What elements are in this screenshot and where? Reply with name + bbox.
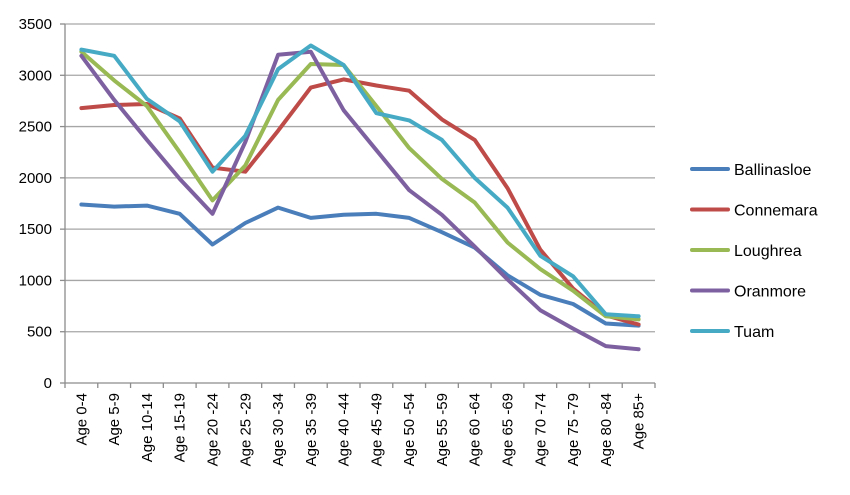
y-tick-label: 2500 xyxy=(19,119,52,136)
legend-label-ballinasloe: Ballinasloe xyxy=(734,162,811,179)
x-tick-label: Age 0-4 xyxy=(73,393,90,446)
x-tick-label: Age 5-9 xyxy=(106,393,123,446)
x-tick-label: Age 30 -34 xyxy=(270,393,287,466)
x-tick-label: Age 80 -84 xyxy=(598,393,615,466)
series-line-ballinasloe xyxy=(79,202,641,328)
x-tick-label: Age 20 -24 xyxy=(205,393,222,466)
series-line-tuam xyxy=(79,43,641,319)
y-tick-label: 500 xyxy=(27,324,52,341)
x-tick-label: Age 45 -49 xyxy=(368,393,385,466)
y-tick-label: 2000 xyxy=(19,170,52,187)
y-tick-label: 3000 xyxy=(19,67,52,84)
x-tick-label: Age 15-19 xyxy=(172,393,189,462)
y-tick-label: 0 xyxy=(44,375,52,392)
axes xyxy=(60,23,656,388)
x-tick-label: Age 60 -64 xyxy=(467,393,484,466)
legend-label-loughrea: Loughrea xyxy=(734,243,802,260)
x-tick-label: Age 35 -39 xyxy=(303,393,320,466)
y-axis-tick-labels: 0 500 1000 1500 2000 2500 3000 3500 xyxy=(19,16,52,392)
x-axis-tick-labels: Age 0-4 Age 5-9 Age 10-14 Age 15-19 Age 20 -… xyxy=(73,393,647,467)
x-tick-label: Age 70 -74 xyxy=(532,393,549,466)
x-tick-label: Age 65 -69 xyxy=(500,393,517,466)
x-tick-label: Age 10-14 xyxy=(139,393,156,462)
x-tick-label: Age 25 -29 xyxy=(237,393,254,466)
legend-label-tuam: Tuam xyxy=(734,324,774,341)
x-tick-label: Age 85+ xyxy=(631,393,648,450)
x-tick-label: Age 40 -44 xyxy=(336,393,353,466)
y-tick-label: 3500 xyxy=(19,16,52,33)
series-line-connemara xyxy=(79,77,641,327)
legend-label-connemara: Connemara xyxy=(734,203,818,220)
y-tick-label: 1500 xyxy=(19,221,52,238)
data-series xyxy=(79,43,641,352)
y-tick-label: 1000 xyxy=(19,272,52,289)
series-line-oranmore xyxy=(79,49,641,352)
legend-label-oranmore: Oranmore xyxy=(734,284,806,301)
legend: Ballinasloe Connemara Loughrea Oranmore Tuam xyxy=(690,162,818,341)
x-tick-label: Age 75 -79 xyxy=(565,393,582,466)
x-tick-label: Age 55 -59 xyxy=(434,393,451,466)
x-tick-label: Age 50 -54 xyxy=(401,393,418,466)
